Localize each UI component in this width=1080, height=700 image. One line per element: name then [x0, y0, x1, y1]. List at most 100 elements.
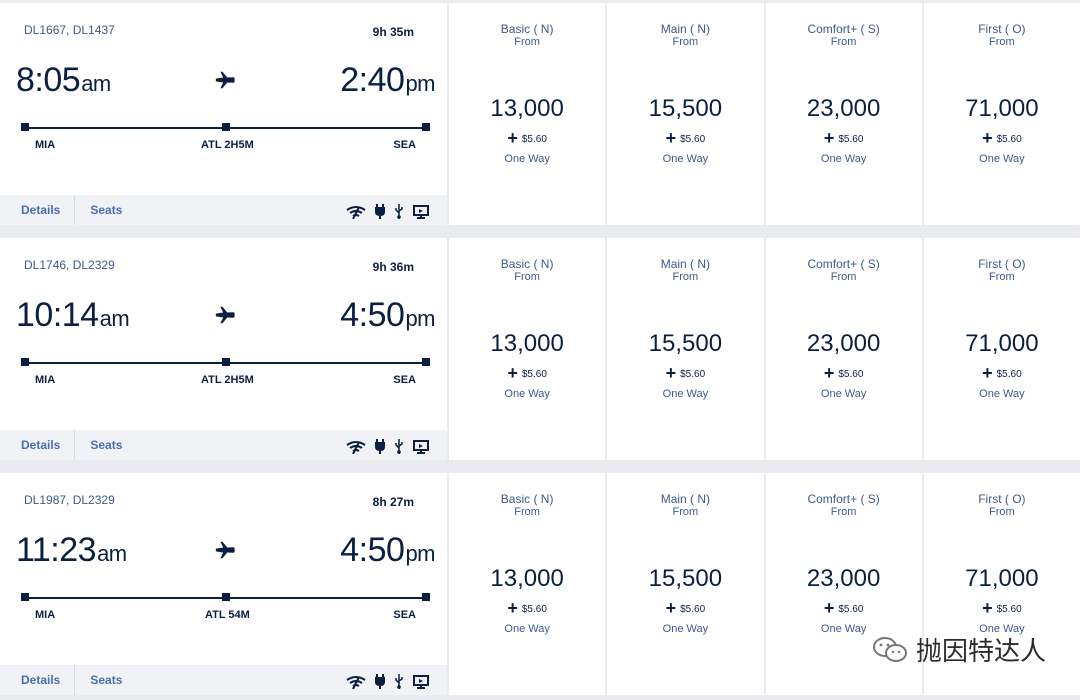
fare-from: From	[514, 271, 540, 283]
details-tab[interactable]: Details	[0, 430, 76, 460]
fare-trip-type: One Way	[504, 623, 550, 635]
plus-icon: +	[823, 128, 835, 148]
fare-tax-value: $5.60	[996, 369, 1022, 381]
fare-from: From	[514, 506, 540, 518]
fare-tax: + $5.60	[607, 128, 763, 150]
layover-code: ATL 54M	[205, 609, 250, 621]
fare-basic[interactable]: Basic ( N) From 13,000 + $5.60 One Way	[449, 3, 606, 225]
origin-code: MIA	[35, 139, 56, 151]
fare-comfort-plus[interactable]: Comfort+ ( S) From 23,000 + $5.60 One Way	[765, 3, 922, 225]
flight-duration: 9h 36m	[372, 260, 414, 274]
fare-miles: 71,000	[965, 95, 1039, 122]
fare-trip-type: One Way	[662, 388, 709, 400]
departure-ampm: am	[99, 306, 130, 331]
fare-tax-value: $5.60	[838, 369, 864, 381]
fare-from: From	[672, 271, 699, 283]
flight-info[interactable]: DL1746, DL2329 9h 36m 10:14am 4:50pm MIA…	[0, 238, 447, 460]
plus-icon: +	[507, 363, 518, 383]
amenities	[346, 674, 429, 689]
fare-trip-type: One Way	[979, 388, 1025, 400]
fare-trip-type: One Way	[504, 153, 550, 165]
fare-main[interactable]: Main ( N) From 15,500 + $5.60 One Way	[607, 238, 764, 460]
plus-icon: +	[823, 598, 835, 618]
usb-icon	[395, 674, 403, 689]
fare-tax: + $5.60	[449, 363, 605, 385]
flight-info[interactable]: DL1987, DL2329 8h 27m 11:23am 4:50pm MIA…	[0, 473, 447, 695]
destination-code: SEA	[393, 609, 416, 621]
fare-tax: + $5.60	[924, 128, 1080, 150]
fare-main[interactable]: Main ( N) From 15,500 + $5.60 One Way	[607, 473, 764, 695]
fare-tax: + $5.60	[449, 128, 605, 150]
flight-numbers: DL1746, DL2329	[24, 258, 115, 272]
flight-numbers: DL1667, DL1437	[24, 23, 115, 37]
power-outlet-icon	[375, 674, 385, 689]
fare-miles: 15,500	[648, 95, 723, 122]
destination-marker	[422, 358, 430, 366]
fare-trip-type: One Way	[820, 388, 867, 400]
fare-from: From	[830, 36, 857, 48]
destination-code: SEA	[393, 374, 416, 386]
fare-first[interactable]: First ( O) From 71,000 + $5.60 One Way	[923, 238, 1080, 460]
origin-code: MIA	[35, 609, 56, 621]
destination-marker	[422, 123, 430, 131]
power-outlet-icon	[375, 204, 385, 219]
plus-icon: +	[507, 598, 518, 618]
plus-icon: +	[665, 598, 677, 618]
destination-code: SEA	[393, 139, 416, 151]
fare-first[interactable]: First ( O) From 71,000 + $5.60 One Way	[923, 3, 1080, 225]
flight-footer: Details Seats	[0, 665, 447, 695]
seats-tab[interactable]: Seats	[90, 673, 123, 687]
fare-main[interactable]: Main ( N) From 15,500 + $5.60 One Way	[607, 3, 764, 225]
fare-from: From	[672, 36, 699, 48]
fare-basic[interactable]: Basic ( N) From 13,000 + $5.60 One Way	[449, 473, 606, 695]
wechat-icon	[872, 636, 907, 662]
fare-from: From	[830, 271, 857, 283]
wifi-icon	[346, 206, 366, 219]
amenities	[346, 439, 429, 454]
flight-footer: Details Seats	[0, 195, 447, 225]
fare-class: Comfort+ ( S)	[807, 257, 880, 271]
wifi-icon	[346, 676, 366, 689]
flight-info[interactable]: DL1667, DL1437 9h 35m 8:05am 2:40pm MIA …	[0, 3, 447, 225]
fare-trip-type: One Way	[979, 153, 1025, 165]
fare-tax-value: $5.60	[680, 604, 706, 616]
fare-tax-value: $5.60	[680, 369, 706, 381]
fare-class: Main ( N)	[660, 257, 711, 271]
fare-trip-type: One Way	[820, 623, 867, 635]
fare-class: Basic ( N)	[500, 22, 554, 36]
flight-row: DL1667, DL1437 9h 35m 8:05am 2:40pm MIA …	[0, 3, 1080, 225]
details-tab[interactable]: Details	[0, 665, 76, 695]
departure-time: 11:23am	[16, 531, 127, 570]
fare-first[interactable]: First ( O) From 71,000 + $5.60 One Way	[923, 473, 1080, 695]
fare-comfort-plus[interactable]: Comfort+ ( S) From 23,000 + $5.60 One Way	[765, 473, 922, 695]
power-outlet-icon	[375, 439, 385, 454]
fare-comfort-plus[interactable]: Comfort+ ( S) From 23,000 + $5.60 One Way	[765, 238, 922, 460]
origin-marker	[21, 358, 29, 366]
flight-footer: Details Seats	[0, 430, 447, 460]
fare-class: Main ( N)	[660, 22, 711, 36]
departure-ampm: am	[81, 71, 111, 96]
watermark-text: 抛因特达人	[915, 637, 1046, 667]
fare-trip-type: One Way	[979, 623, 1025, 635]
arrival-ampm: pm	[405, 306, 435, 331]
layover-marker	[222, 593, 230, 601]
origin-marker	[21, 593, 29, 601]
fare-tax: + $5.60	[766, 128, 922, 150]
arrival-time: 4:50pm	[340, 296, 435, 335]
fare-basic[interactable]: Basic ( N) From 13,000 + $5.60 One Way	[449, 238, 606, 460]
seats-tab[interactable]: Seats	[90, 438, 123, 452]
fare-miles: 13,000	[490, 565, 564, 592]
details-tab[interactable]: Details	[0, 195, 76, 225]
flight-row: DL1746, DL2329 9h 36m 10:14am 4:50pm MIA…	[0, 238, 1080, 460]
seats-tab[interactable]: Seats	[90, 203, 123, 217]
fare-tax: + $5.60	[766, 598, 922, 620]
fare-tax-value: $5.60	[996, 604, 1022, 616]
fare-class: Comfort+ ( S)	[807, 22, 880, 36]
departure-time-value: 10:14	[16, 296, 99, 334]
destination-marker	[422, 593, 430, 601]
layover-marker	[222, 123, 230, 131]
seatback-screen-icon	[413, 205, 429, 219]
fare-tax-value: $5.60	[521, 604, 547, 616]
fare-tax-value: $5.60	[521, 369, 547, 381]
fare-tax: + $5.60	[449, 598, 605, 620]
